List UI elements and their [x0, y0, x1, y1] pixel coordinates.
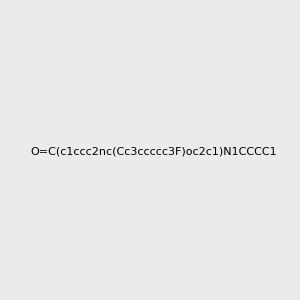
Text: O=C(c1ccc2nc(Cc3ccccc3F)oc2c1)N1CCCC1: O=C(c1ccc2nc(Cc3ccccc3F)oc2c1)N1CCCC1 — [30, 146, 277, 157]
